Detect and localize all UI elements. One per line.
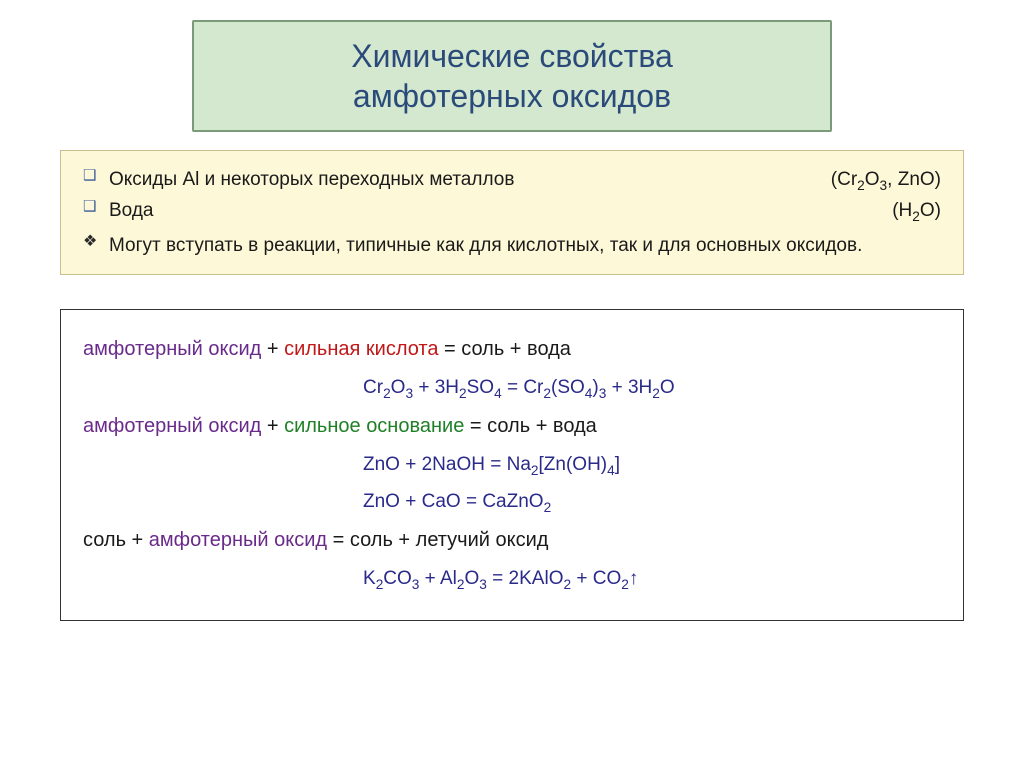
scheme-part: амфотерный оксид	[149, 529, 327, 551]
formula-part: , ZnO)	[887, 169, 941, 190]
context-text: Оксиды Al и некоторых переходных металло…	[109, 165, 811, 196]
reaction-equation: ZnO + CaO = CaZnO2	[83, 484, 941, 521]
formula-part: O)	[920, 200, 941, 221]
reaction-scheme: амфотерный оксид + сильная кислота = сол…	[83, 330, 941, 368]
formula-sub: 2	[912, 209, 920, 224]
slide-title-box: Химические свойства амфотерных оксидов	[192, 20, 832, 132]
reaction-scheme: амфотерный оксид + сильное основание = с…	[83, 407, 941, 445]
reaction-equation: K2CO3 + Al2O3 = 2KAlO2 + CO2↑	[83, 561, 941, 598]
scheme-part: = соль + летучий оксид	[327, 529, 548, 551]
formula-sub: 3	[880, 178, 888, 193]
context-box: ❑ Оксиды Al и некоторых переходных метал…	[60, 150, 964, 275]
diamond-bullet-icon: ❖	[83, 230, 109, 259]
context-formula: (H2O)	[872, 196, 941, 227]
square-bullet-icon: ❑	[83, 195, 109, 226]
formula-sub: 2	[857, 178, 865, 193]
formula-part: (Cr	[831, 169, 857, 190]
formula-part: (H	[892, 200, 912, 221]
title-line-1: Химические свойства	[214, 36, 810, 76]
scheme-part: сильная кислота	[284, 338, 438, 360]
formula-part: O	[865, 169, 880, 190]
title-line-2: амфотерных оксидов	[214, 76, 810, 116]
scheme-part: = соль + вода	[464, 415, 596, 437]
scheme-part: +	[261, 415, 284, 437]
scheme-part: амфотерный оксид	[83, 338, 261, 360]
reactions-box: амфотерный оксид + сильная кислота = сол…	[60, 309, 964, 620]
scheme-part: = соль + вода	[438, 338, 570, 360]
context-text: Вода	[109, 196, 872, 227]
scheme-part: сильное основание	[284, 415, 464, 437]
reaction-equation: Cr2O3 + 3H2SO4 = Cr2(SO4)3 + 3H2O	[83, 370, 941, 407]
context-note: ❖ Могут вступать в реакции, типичные как…	[83, 231, 941, 260]
reaction-scheme: соль + амфотерный оксид = соль + летучий…	[83, 521, 941, 559]
square-bullet-icon: ❑	[83, 164, 109, 195]
reaction-equation: ZnO + 2NaOH = Na2[Zn(OH)4]	[83, 447, 941, 484]
context-note-text: Могут вступать в реакции, типичные как д…	[109, 231, 941, 260]
context-formula: (Cr2O3, ZnO)	[811, 165, 941, 196]
scheme-part: соль +	[83, 529, 149, 551]
scheme-part: +	[261, 338, 284, 360]
scheme-part: амфотерный оксид	[83, 415, 261, 437]
context-item: ❑ Оксиды Al и некоторых переходных метал…	[83, 165, 941, 196]
context-item: ❑ Вода (H2O)	[83, 196, 941, 227]
